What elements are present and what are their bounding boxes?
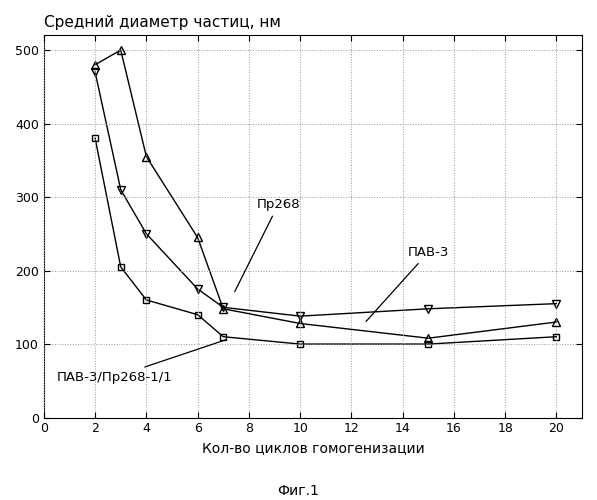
- Text: ПАВ-3: ПАВ-3: [366, 246, 449, 322]
- Text: Пр268: Пр268: [235, 198, 300, 292]
- Text: Фиг.1: Фиг.1: [278, 484, 319, 498]
- Text: ПАВ-3/Пр268-1/1: ПАВ-3/Пр268-1/1: [57, 340, 226, 384]
- X-axis label: Кол-во циклов гомогенизации: Кол-во циклов гомогенизации: [202, 441, 424, 455]
- Text: Средний диаметр частиц, нм: Средний диаметр частиц, нм: [44, 15, 281, 30]
